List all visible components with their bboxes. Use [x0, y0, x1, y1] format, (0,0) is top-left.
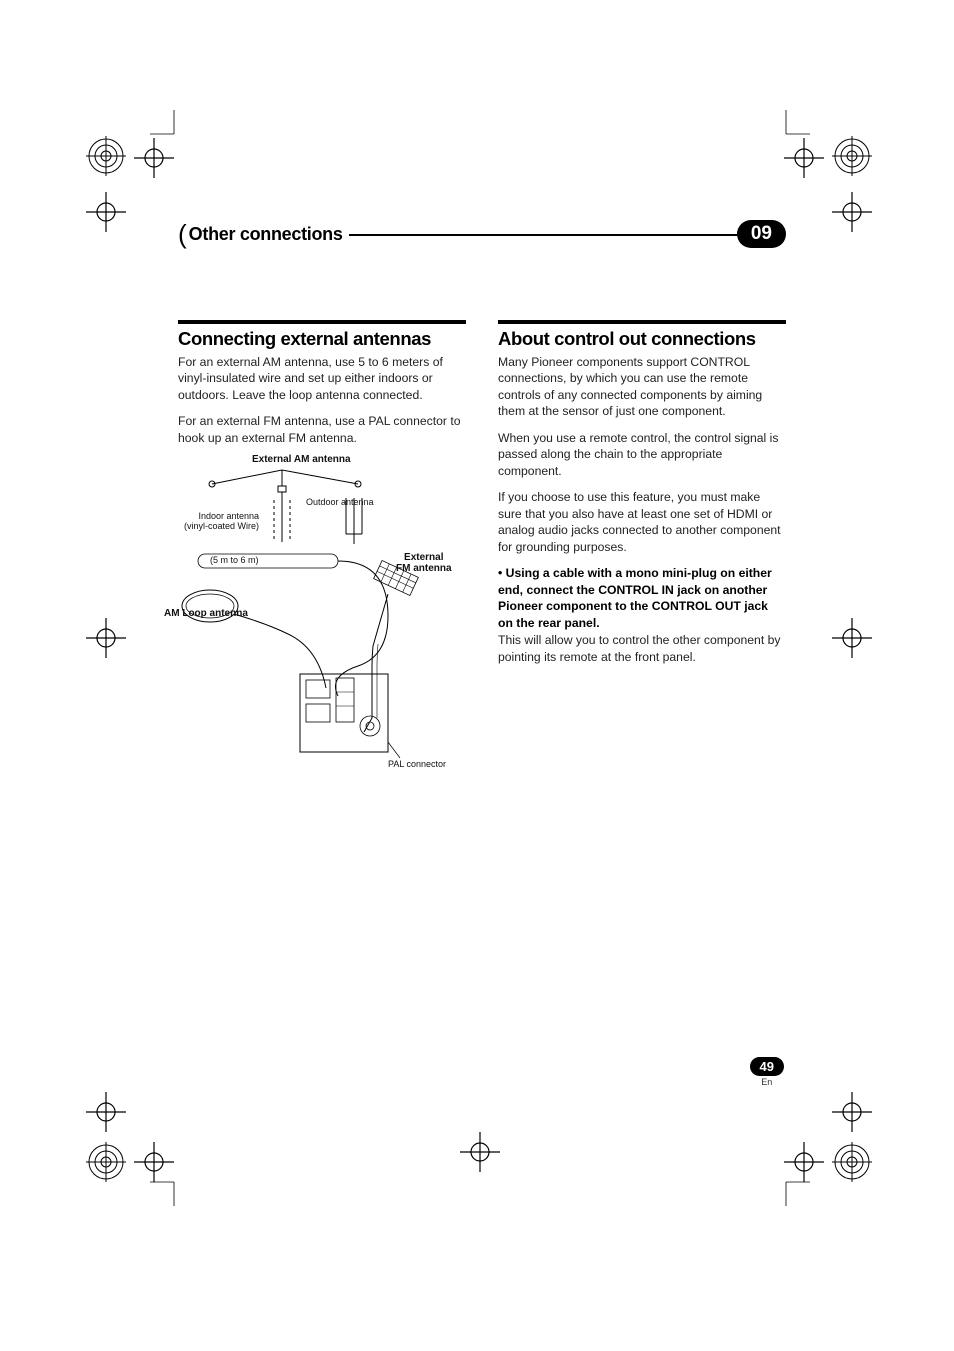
label-ext-am: External AM antenna [252, 454, 351, 465]
label-outdoor: Outdoor antenna [306, 498, 374, 508]
section-rule [498, 320, 786, 324]
label-indoor: Indoor antenna (vinyl-coated Wire) [173, 512, 259, 532]
para-antenna-am: For an external AM antenna, use 5 to 6 m… [178, 354, 466, 403]
para-control-bullet: • Using a cable with a mono mini-plug on… [498, 565, 786, 631]
crosshair-tr [784, 138, 824, 178]
chapter-bracket-icon: ( [178, 219, 187, 250]
chapter-header: ( Other connections 09 [178, 220, 786, 248]
page-number-badge: 49 En [750, 1057, 784, 1087]
crosshair-ml [86, 618, 126, 658]
page-content: ( Other connections 09 Connecting extern… [178, 220, 786, 776]
crosshair-mr [832, 618, 872, 658]
section-heading-antennas: Connecting external antennas [178, 328, 466, 350]
label-am-loop: AM Loop antenna [164, 608, 248, 619]
label-ext-fm: External FM antenna [396, 552, 452, 574]
para-control-3: If you choose to use this feature, you m… [498, 489, 786, 555]
crop-tick-tl [150, 110, 180, 140]
para-control-4: This will allow you to control the other… [498, 632, 786, 665]
crosshair-bc [460, 1132, 500, 1172]
left-column: Connecting external antennas For an exte… [178, 320, 466, 776]
crosshair-tr2 [832, 192, 872, 232]
section-rule [178, 320, 466, 324]
registration-circle-bl [86, 1142, 126, 1182]
crosshair-tl [134, 138, 174, 178]
crop-tick-bl [150, 1176, 180, 1206]
crosshair-br [832, 1092, 872, 1132]
registration-circle-br [832, 1142, 872, 1182]
registration-circle-tl [86, 136, 126, 176]
para-control-2: When you use a remote control, the contr… [498, 430, 786, 479]
crosshair-tl2 [86, 192, 126, 232]
para-antenna-fm: For an external FM antenna, use a PAL co… [178, 413, 466, 446]
crop-tick-br [780, 1176, 810, 1206]
crosshair-bl [86, 1092, 126, 1132]
crop-tick-tr [780, 110, 810, 140]
section-heading-control: About control out connections [498, 328, 786, 350]
page-lang: En [750, 1077, 784, 1087]
chapter-number-badge: 09 [737, 220, 786, 248]
right-column: About control out connections Many Pione… [498, 320, 786, 776]
label-pal: PAL connector [388, 760, 446, 770]
para-control-1: Many Pioneer components support CONTROL … [498, 354, 786, 420]
antenna-diagram: External AM antenna Indoor antenna (viny… [178, 456, 466, 776]
label-length: (5 m to 6 m) [210, 556, 259, 566]
chapter-title: Other connections [189, 224, 349, 245]
chapter-rule [349, 234, 739, 236]
page-number: 49 [750, 1057, 784, 1076]
registration-circle-tr [832, 136, 872, 176]
